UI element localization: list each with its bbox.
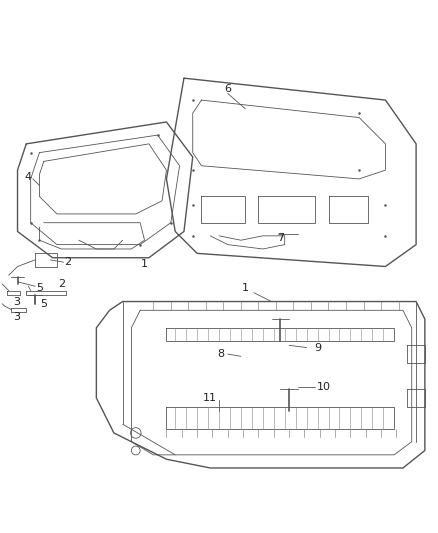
Text: 3: 3 bbox=[13, 296, 20, 306]
Text: 2: 2 bbox=[64, 257, 71, 267]
Text: 11: 11 bbox=[203, 393, 217, 403]
Text: 1: 1 bbox=[141, 260, 148, 269]
Text: 10: 10 bbox=[317, 382, 331, 392]
Text: 8: 8 bbox=[218, 349, 225, 359]
Text: 7: 7 bbox=[277, 233, 284, 243]
Text: 6: 6 bbox=[224, 84, 231, 94]
Text: 5: 5 bbox=[40, 298, 47, 309]
Text: 3: 3 bbox=[13, 312, 20, 322]
Text: 5: 5 bbox=[36, 284, 43, 293]
Text: 4: 4 bbox=[25, 172, 32, 182]
Text: 9: 9 bbox=[314, 343, 321, 352]
Text: 2: 2 bbox=[58, 279, 65, 289]
Text: 1: 1 bbox=[242, 284, 249, 293]
